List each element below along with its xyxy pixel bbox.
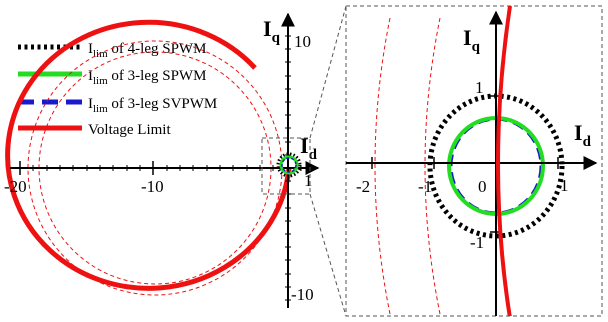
zoom-connector-bottom	[309, 193, 347, 317]
main-4leg-spwm-circle	[276, 152, 302, 178]
zoom-selection-box	[261, 137, 311, 195]
zoom-connector-top	[309, 5, 347, 139]
zoom-panel: -2 -1 0 1 1 -1 Iq Id	[345, 5, 603, 317]
zoom-x-axis-label: Id	[574, 120, 592, 150]
main-3leg-svpwm-circle	[281, 157, 297, 173]
legend-item-3leg-svpwm: Ilim of 3-leg SVPWM	[18, 96, 217, 115]
zoom-panel-frame	[345, 5, 603, 317]
main-y-minor-ticks	[285, 35, 291, 301]
zoom-xtick-neg1: -1	[418, 177, 432, 196]
main-plot: -20 -10 1 10 -10 Iq Id	[4, 12, 320, 308]
main-xtick-1: 1	[304, 171, 313, 190]
zoom-voltage-limit-curve	[496, 6, 512, 316]
zoom-xtick-neg2: -2	[356, 177, 370, 196]
zoom-xtick-1: 1	[560, 176, 569, 195]
zoom-y-axis-label: Iq	[463, 25, 481, 55]
legend-label-3leg-spwm: Ilim of 3-leg SPWM	[88, 68, 206, 87]
main-xtick-neg10: -10	[141, 177, 164, 196]
legend-label-4leg-spwm: Ilim of 4-leg SPWM	[88, 41, 206, 60]
zoom-voltage-dashed-arc-2	[424, 17, 441, 315]
main-ytick-neg10: -10	[291, 285, 314, 304]
main-x-axis-label: Id	[300, 133, 318, 163]
main-xtick-neg20: -20	[4, 177, 27, 196]
main-3leg-spwm-circle	[279, 155, 299, 175]
legend-item-4leg-spwm: Ilim of 4-leg SPWM	[18, 41, 206, 60]
legend-label-3leg-svpwm: Ilim of 3-leg SVPWM	[88, 96, 217, 115]
main-ytick-10: 10	[294, 32, 311, 51]
main-y-axis-label: Iq	[263, 16, 281, 46]
zoom-ytick-1: 1	[475, 78, 484, 97]
legend-item-3leg-spwm: Ilim of 3-leg SPWM	[18, 68, 206, 87]
legend: Ilim of 4-leg SPWM Ilim of 3-leg SPWM Il…	[18, 41, 217, 138]
voltage-limit-main-arc	[5, 19, 292, 291]
legend-label-voltage-limit: Voltage Limit	[88, 122, 171, 138]
legend-item-voltage-limit: Voltage Limit	[18, 122, 171, 138]
zoom-xtick-0: 0	[478, 177, 487, 196]
zoom-voltage-dashed-arc-1	[374, 17, 391, 315]
zoom-ytick-neg1: -1	[470, 233, 484, 252]
